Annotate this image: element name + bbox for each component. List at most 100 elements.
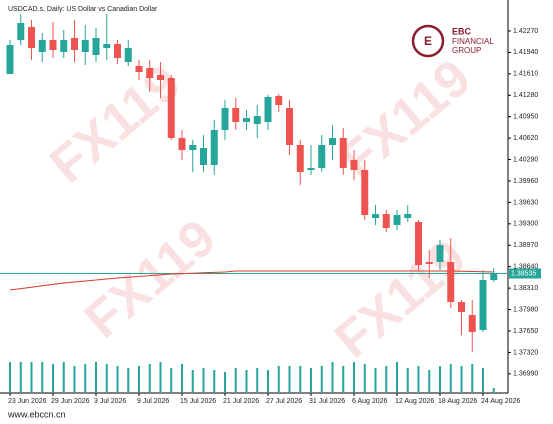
volume-bar — [288, 366, 291, 392]
y-tick-label: 1.41610 — [513, 71, 538, 78]
candle-body — [425, 262, 433, 265]
candle-body — [189, 145, 197, 151]
y-tick-label: 1.37650 — [513, 328, 538, 335]
y-tick-label: 1.37980 — [513, 306, 538, 313]
volume-bar — [202, 368, 205, 392]
volume-bar — [245, 370, 248, 392]
volume-bar — [116, 366, 119, 392]
x-tick-label: 31 Jul 2026 — [309, 398, 345, 405]
candle-body — [49, 40, 57, 51]
y-tick-label: 1.38310 — [513, 285, 538, 292]
candle-body — [264, 97, 272, 123]
candle-body — [17, 22, 25, 41]
candle-body — [458, 302, 465, 313]
volume-bar — [482, 368, 484, 392]
volume-bar — [52, 364, 54, 392]
volume-bar — [428, 370, 431, 392]
x-tick-label: 27 Jul 2026 — [266, 398, 302, 405]
volume-bar — [277, 366, 280, 392]
candle-body — [243, 117, 250, 123]
volume-bar — [170, 368, 173, 392]
y-tick-label: 1.37320 — [513, 349, 538, 356]
volume-bar — [299, 366, 302, 392]
x-tick-label: 18 Aug 2026 — [438, 398, 477, 405]
volume-bar — [181, 364, 183, 392]
y-tick-label: 1.41280 — [513, 92, 538, 99]
moving-average — [9, 270, 494, 291]
volume-bar — [406, 368, 409, 392]
volume-bar — [363, 364, 366, 392]
candle-body — [178, 137, 186, 151]
y-tick-label: 1.40620 — [513, 135, 538, 142]
candle-body — [329, 137, 336, 146]
x-tick-label: 21 Jul 2026 — [223, 398, 259, 405]
candle-body — [479, 280, 487, 331]
y-tick-label: 1.41940 — [513, 49, 538, 56]
candle-body — [468, 315, 476, 333]
volume-bar — [159, 362, 162, 392]
candle-body — [382, 214, 390, 229]
candle-body — [92, 37, 100, 56]
candle-body — [124, 47, 132, 63]
volume-bar — [492, 388, 495, 392]
volume-bar — [331, 362, 334, 392]
x-tick-label: 24 Aug 2026 — [481, 398, 520, 405]
logo-line: FINANCIAL — [452, 37, 494, 46]
x-tick-label: 12 Aug 2026 — [395, 398, 434, 405]
volume-bar — [396, 362, 398, 392]
candle-body — [157, 75, 164, 81]
logo-mark: E — [424, 34, 432, 48]
candle-body — [404, 214, 412, 218]
current-price-box — [509, 268, 541, 279]
volume-bar — [234, 368, 237, 392]
y-tick-label: 1.36990 — [513, 371, 538, 378]
volume-bar — [449, 364, 452, 392]
candle-body — [28, 27, 35, 48]
candle-body — [361, 170, 369, 216]
y-tick-label: 1.40950 — [513, 114, 538, 121]
candle-body — [393, 215, 401, 226]
y-tick-label: 1.38970 — [513, 242, 538, 249]
candle-body — [339, 137, 347, 168]
candle-body — [60, 40, 68, 53]
footer: www.ebccn.cn — [7, 409, 66, 419]
volume-bar — [213, 370, 216, 392]
volume-bar — [191, 370, 194, 392]
volume-bar — [127, 368, 130, 392]
candle-body — [146, 67, 154, 78]
candle-body — [232, 107, 240, 123]
x-tick-label: 6 Aug 2026 — [352, 398, 388, 405]
volume-bar — [138, 366, 140, 392]
volume-bar — [224, 372, 226, 392]
volume-bar — [374, 368, 377, 392]
candle-body — [350, 160, 358, 171]
volume-bar — [62, 362, 65, 392]
candle-body — [103, 44, 111, 48]
x-tick-label: 15 Jul 2026 — [180, 398, 216, 405]
volume-bar — [320, 366, 323, 392]
candle-body — [221, 107, 229, 131]
volume-bar — [385, 366, 388, 392]
candle-body — [415, 221, 422, 266]
current-price-label: 1.38535 — [511, 270, 536, 277]
volume-bar — [460, 366, 463, 392]
volume-bar — [417, 366, 420, 392]
candle-body — [210, 130, 218, 166]
volume-bar — [310, 368, 312, 392]
candle-body — [447, 262, 455, 303]
volume-bar — [267, 370, 269, 392]
candle-body — [135, 65, 143, 73]
y-tick-label: 1.42270 — [513, 28, 538, 35]
volume-bar — [148, 364, 151, 392]
y-tick-label: 1.39630 — [513, 199, 538, 206]
candle-body — [307, 167, 315, 171]
y-tick-label: 1.39960 — [513, 178, 538, 185]
volume-bar — [105, 364, 108, 392]
volume-bar — [84, 364, 87, 392]
candle-body — [71, 37, 78, 51]
y-tick-label: 1.38640 — [513, 264, 538, 271]
volume-bar — [342, 366, 345, 392]
candle-body — [6, 45, 14, 75]
volume-bar — [9, 362, 11, 392]
